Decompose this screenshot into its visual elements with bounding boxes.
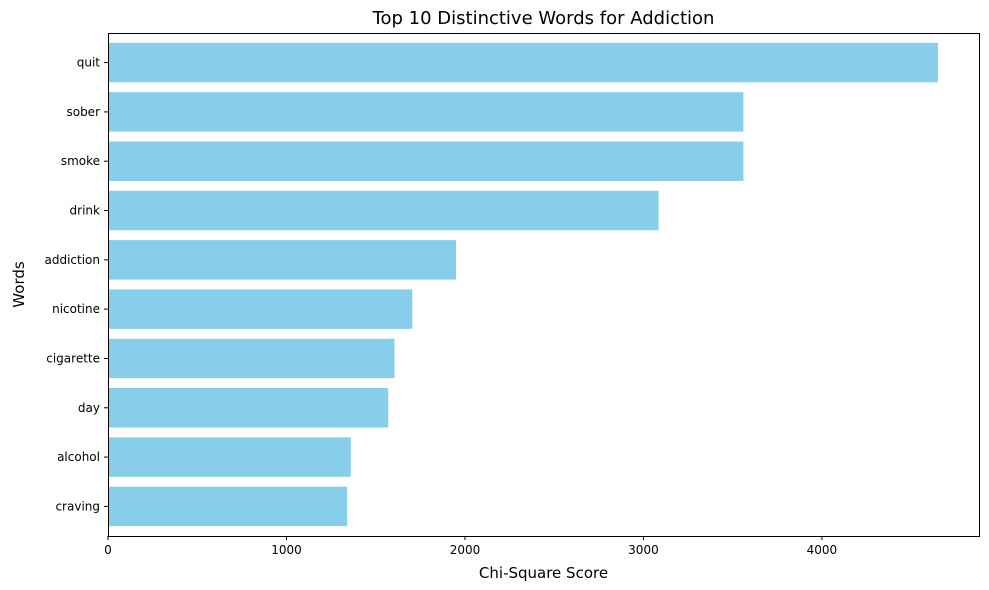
y-tick-label: drink xyxy=(70,204,100,218)
bar-sober xyxy=(108,92,744,132)
plot-frame xyxy=(108,33,980,537)
bar-craving xyxy=(108,486,348,527)
y-ticks: quit sober smoke drink addiction nicotine ciga… xyxy=(44,56,108,513)
y-tick-label: addiction xyxy=(44,253,100,267)
y-tick-label: smoke xyxy=(61,154,100,168)
x-tick-label: 0 xyxy=(104,543,112,557)
x-axis-label: Chi-Square Score xyxy=(479,564,608,582)
x-tick-label: 3000 xyxy=(628,543,659,557)
bar-alcohol xyxy=(108,437,351,477)
bar-nicotine xyxy=(108,289,413,329)
bar-cigarette xyxy=(108,338,395,379)
x-tick-label: 2000 xyxy=(450,543,481,557)
y-tick-label: sober xyxy=(66,105,100,119)
bars-layer xyxy=(108,42,938,527)
y-tick-label: craving xyxy=(55,499,100,513)
bar-drink xyxy=(108,190,659,231)
chart-title: Top 10 Distinctive Words for Addiction xyxy=(372,8,715,29)
bar-quit xyxy=(108,42,938,83)
y-tick-label: cigarette xyxy=(46,351,100,365)
bar-smoke xyxy=(108,141,744,181)
y-axis-label: Words xyxy=(10,261,28,308)
y-tick-label: alcohol xyxy=(57,450,100,464)
y-tick-label: day xyxy=(78,401,100,415)
x-tick-label: 4000 xyxy=(807,543,838,557)
y-tick-label: quit xyxy=(77,56,101,70)
y-tick-label: nicotine xyxy=(52,302,100,316)
bar-addiction xyxy=(108,240,457,280)
bar-day xyxy=(108,388,389,428)
x-tick-label: 1000 xyxy=(271,543,302,557)
x-ticks: 0 1000 2000 3000 4000 xyxy=(104,536,837,557)
